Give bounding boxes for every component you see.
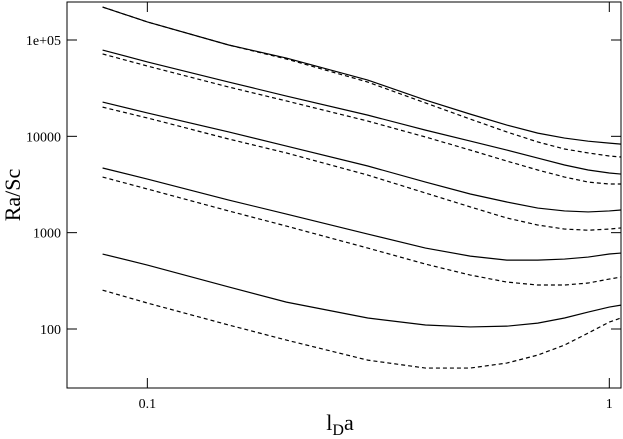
y-axis-label: Ra/Sc <box>0 168 25 221</box>
series-line <box>102 167 622 261</box>
y-tick-label: 10000 <box>26 130 61 145</box>
series-line <box>102 49 622 175</box>
series-line <box>102 101 622 213</box>
y-tick-label: 1e+05 <box>26 34 61 49</box>
series-line <box>102 106 622 231</box>
series-line <box>102 6 622 158</box>
series-line <box>102 53 621 185</box>
x-tick-label: 0.1 <box>139 397 157 412</box>
x-label-after: a <box>344 410 354 435</box>
series-line <box>102 6 622 145</box>
plot-frame <box>66 1 622 389</box>
series-line <box>102 289 622 369</box>
y-tick-label: 100 <box>40 323 61 338</box>
x-label-base: l <box>326 410 332 435</box>
y-tick-label: 1000 <box>33 227 61 242</box>
series-line <box>102 253 622 328</box>
x-tick-label: 1 <box>606 397 613 412</box>
series-line <box>102 176 622 286</box>
x-axis-label: lDa <box>326 410 354 439</box>
x-label-subscript: D <box>332 422 344 439</box>
